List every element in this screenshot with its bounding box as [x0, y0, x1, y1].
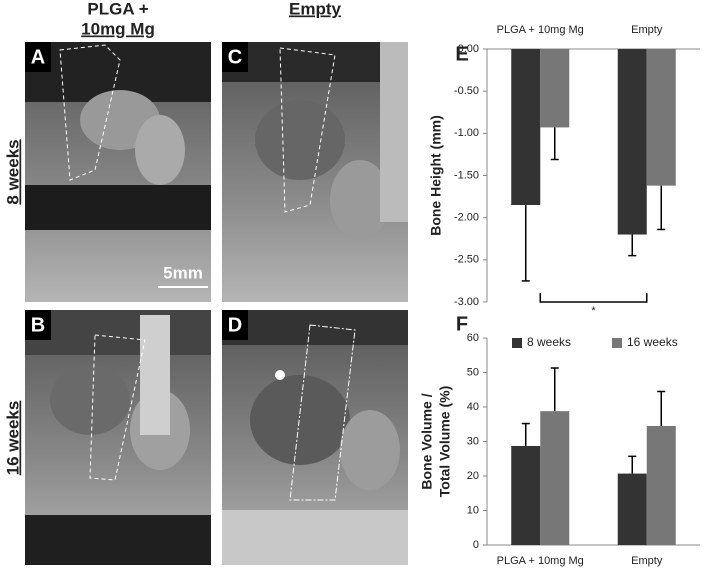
- bar: [540, 411, 570, 545]
- image-d: [222, 310, 408, 565]
- legend-label: 16 weeks: [627, 335, 678, 349]
- y-tick-label: 0: [473, 539, 479, 551]
- image-c: [222, 42, 408, 302]
- y-tick-label: 20: [467, 470, 479, 482]
- y-tick-label: -1.00: [454, 127, 479, 139]
- y-tick-label: -3.00: [454, 296, 479, 308]
- y-tick-label: -0.50: [454, 85, 479, 97]
- panel-letter-box: [25, 310, 51, 340]
- legend-swatch: [612, 338, 622, 348]
- y-axis-label: Bone Height (mm): [428, 115, 444, 236]
- y-axis-label: Bone Volume /: [419, 393, 435, 489]
- column-header: PLGA +: [87, 0, 148, 18]
- y-tick-label: -2.50: [454, 254, 479, 266]
- legend-label: 8 weeks: [527, 335, 571, 349]
- y-tick-label: 60: [467, 332, 479, 344]
- row-label: 8 weeks: [3, 139, 22, 204]
- bar: [511, 49, 541, 206]
- y-axis-label: Total Volume (%): [437, 386, 453, 497]
- panel-letter: A: [31, 46, 45, 68]
- x-tick-label: Empty: [631, 555, 663, 567]
- bar: [540, 49, 570, 128]
- scale-bar-label: 5mm: [163, 263, 203, 282]
- image-a: [25, 42, 211, 302]
- y-tick-label: -2.00: [454, 212, 479, 224]
- x-tick-label: PLGA + 10mg Mg: [497, 24, 584, 36]
- panel-letter: B: [31, 314, 45, 336]
- y-tick-label: 40: [467, 401, 479, 413]
- legend-swatch: [512, 338, 522, 348]
- panel-letter-box: [25, 42, 51, 72]
- y-tick-label: -1.50: [454, 169, 479, 181]
- column-header: Empty: [289, 0, 342, 18]
- panel-letter: D: [228, 314, 242, 336]
- panel-letter: C: [228, 46, 242, 68]
- y-tick-label: 0.00: [458, 43, 479, 55]
- y-tick-label: 30: [467, 435, 479, 447]
- column-header: 10mg Mg: [81, 19, 155, 38]
- panel-letter-box: [222, 310, 248, 340]
- y-tick-label: 50: [467, 366, 479, 378]
- x-tick-label: Empty: [631, 24, 663, 36]
- image-b: [25, 310, 211, 565]
- panel-letter: F: [456, 313, 468, 335]
- bar: [617, 473, 647, 545]
- significance-bracket: [539, 293, 648, 303]
- y-tick-label: 10: [467, 504, 479, 516]
- bar: [617, 49, 647, 235]
- panel-letter: E: [455, 43, 468, 65]
- bar: [646, 425, 676, 545]
- significance-label: *: [591, 305, 596, 317]
- bar: [646, 49, 676, 186]
- x-tick-label: PLGA + 10mg Mg: [497, 555, 584, 567]
- bar: [511, 445, 541, 545]
- row-label: 16 weeks: [3, 401, 22, 476]
- panel-letter-box: [222, 42, 248, 72]
